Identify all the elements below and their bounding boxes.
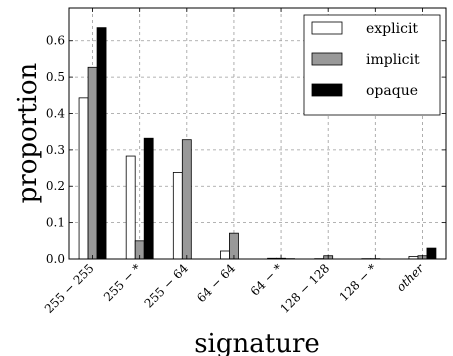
bar-opaque: [96, 27, 107, 260]
bar-explicit: [220, 250, 230, 260]
y-tick-label: 0.4: [46, 106, 65, 120]
y-axis-label: proportion: [13, 62, 43, 203]
bar-implicit: [181, 139, 192, 260]
y-tick-label: 0.3: [46, 143, 65, 157]
y-axis-ticks: 0.0 0.1 0.2 0.3 0.4 0.5 0.6: [46, 34, 446, 266]
legend-swatch-explicit: [311, 21, 343, 35]
y-tick-label: 0.6: [46, 34, 65, 48]
x-axis-label: signature: [194, 329, 320, 356]
x-tick-label: other: [394, 260, 428, 294]
bar-explicit: [125, 155, 136, 260]
y-tick-label: 0.1: [46, 216, 65, 230]
legend-label-implicit: implicit: [366, 52, 420, 68]
y-tick-label: 0.0: [46, 252, 65, 266]
bar-opaque: [426, 247, 437, 260]
bar-opaque: [143, 137, 154, 260]
x-tick-label: 128 − *: [337, 261, 380, 304]
x-tick-label: 64 − *: [248, 261, 285, 298]
x-tick-label: 255 − 64: [142, 261, 192, 311]
x-tick-label: 64 − 64: [194, 261, 238, 305]
legend-label-explicit: explicit: [366, 21, 418, 37]
bar-implicit: [87, 66, 98, 260]
legend-label-opaque: opaque: [366, 83, 418, 99]
x-tick-label: 255 − *: [101, 261, 144, 304]
y-tick-label: 0.5: [46, 70, 65, 84]
legend-swatch-opaque: [311, 83, 343, 97]
y-tick-label: 0.2: [46, 179, 65, 193]
plot-frame: [68, 7, 447, 260]
legend-swatch-implicit: [311, 52, 343, 66]
x-tick-label: 128 − 128: [278, 261, 333, 316]
bar-explicit: [78, 97, 89, 260]
x-tick-label: 255 − 255: [42, 261, 97, 316]
bar-explicit: [172, 172, 183, 260]
legend: explicit implicit opaque: [303, 14, 441, 116]
